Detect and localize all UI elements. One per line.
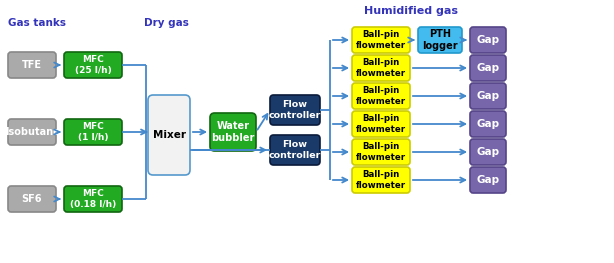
Text: Gap: Gap (476, 119, 500, 129)
Text: Ball-pin
flowmeter: Ball-pin flowmeter (356, 30, 406, 50)
Text: Flow
controller: Flow controller (269, 100, 321, 120)
FancyBboxPatch shape (8, 186, 56, 212)
FancyBboxPatch shape (64, 186, 122, 212)
FancyBboxPatch shape (470, 83, 506, 109)
Text: PTH
logger: PTH logger (422, 29, 458, 51)
FancyBboxPatch shape (352, 27, 410, 53)
FancyBboxPatch shape (470, 27, 506, 53)
Text: MFC
(25 l/h): MFC (25 l/h) (75, 55, 111, 75)
Text: Ball-pin
flowmeter: Ball-pin flowmeter (356, 142, 406, 162)
Text: Ball-pin
flowmeter: Ball-pin flowmeter (356, 86, 406, 106)
FancyBboxPatch shape (470, 55, 506, 81)
Text: MFC
(1 l/h): MFC (1 l/h) (78, 122, 108, 142)
Text: Dry gas: Dry gas (144, 18, 189, 28)
FancyBboxPatch shape (352, 83, 410, 109)
Text: Mixer: Mixer (152, 130, 185, 140)
FancyBboxPatch shape (470, 167, 506, 193)
Text: Gap: Gap (476, 63, 500, 73)
FancyBboxPatch shape (8, 119, 56, 145)
Text: Flow
controller: Flow controller (269, 140, 321, 160)
Text: Humidified gas: Humidified gas (364, 6, 458, 16)
Text: Ball-pin
flowmeter: Ball-pin flowmeter (356, 58, 406, 78)
Text: SF6: SF6 (21, 194, 42, 204)
FancyBboxPatch shape (8, 52, 56, 78)
Text: Gas tanks: Gas tanks (8, 18, 66, 28)
FancyBboxPatch shape (270, 135, 320, 165)
FancyBboxPatch shape (148, 95, 190, 175)
FancyBboxPatch shape (64, 52, 122, 78)
Text: Isobutane: Isobutane (5, 127, 60, 137)
FancyBboxPatch shape (352, 167, 410, 193)
Text: Ball-pin
flowmeter: Ball-pin flowmeter (356, 114, 406, 134)
FancyBboxPatch shape (352, 111, 410, 137)
Text: Gap: Gap (476, 91, 500, 101)
Text: Gap: Gap (476, 147, 500, 157)
FancyBboxPatch shape (470, 111, 506, 137)
Text: Gap: Gap (476, 35, 500, 45)
FancyBboxPatch shape (418, 27, 462, 53)
FancyBboxPatch shape (470, 139, 506, 165)
FancyBboxPatch shape (352, 55, 410, 81)
FancyBboxPatch shape (210, 113, 256, 151)
FancyBboxPatch shape (352, 139, 410, 165)
Text: Ball-pin
flowmeter: Ball-pin flowmeter (356, 170, 406, 190)
Text: Water
bubbler: Water bubbler (211, 121, 255, 143)
Text: MFC
(0.18 l/h): MFC (0.18 l/h) (70, 189, 116, 209)
Text: Gap: Gap (476, 175, 500, 185)
FancyBboxPatch shape (270, 95, 320, 125)
FancyBboxPatch shape (64, 119, 122, 145)
Text: TFE: TFE (22, 60, 42, 70)
